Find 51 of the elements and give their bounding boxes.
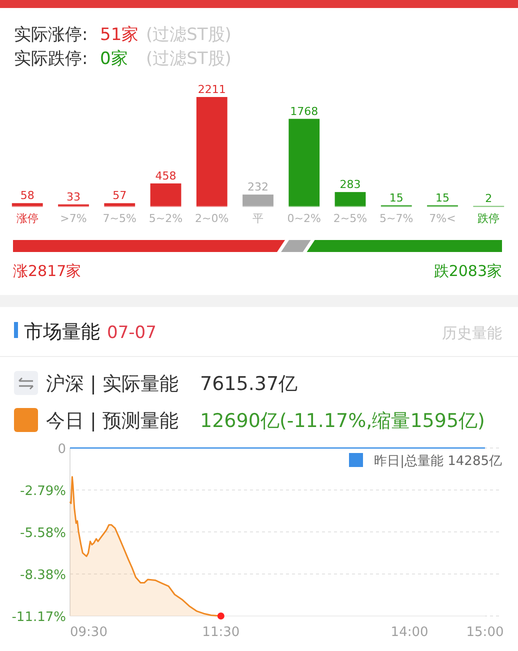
x-tick-label: 涨停 [16,212,38,225]
text: 7615.37亿 [200,373,298,395]
x-tick-label: 15:00 [466,625,504,640]
x-tick-label: 5~2% [148,212,183,225]
x-tick-label: 2~5% [333,212,368,225]
y-tick-label: -5.58% [20,526,66,541]
data-label: 58 [20,189,34,202]
y-tick-label: -8.38% [20,568,66,584]
chart-title: 市场量能 [24,321,100,343]
x-tick-label: 14:00 [390,625,428,640]
x-tick-label: 7%< [429,212,456,225]
x-tick-label: 11:30 [202,625,240,640]
data-label: 33 [66,190,80,204]
data-label: 15 [389,191,404,204]
text: 今日 | 预测量能 [46,410,178,432]
bar [104,203,136,206]
data-label: 57 [112,189,127,202]
data-label: 2 [485,192,492,205]
text: 沪深 | 实际量能 [46,373,178,395]
chart-subtitle: 07-07 [107,323,156,343]
x-tick-label: 跌停 [478,212,500,225]
bar [242,194,274,206]
text: 实际涨停: [14,25,88,45]
bar [12,203,43,206]
x-tick-label: >7% [60,212,87,225]
x-tick-label: 2~0% [195,212,229,225]
bar [288,118,320,206]
text: 跌2083家 [434,262,502,280]
data-label: 2211 [198,83,226,96]
y-tick-label: -11.17% [12,610,66,625]
text: 0家 [100,49,128,69]
bar [150,183,182,206]
bar [196,97,228,206]
data-label: 458 [155,169,176,182]
bar [334,192,366,206]
data-label: 1768 [290,104,318,118]
x-tick-label: 5~7% [380,212,414,225]
data-label: 15 [436,191,450,204]
text: 涨2817家 [13,262,82,280]
x-tick-label: 0~2% [287,212,321,225]
text: 实际跌停: [14,49,88,69]
text: 12690亿(-11.17%,缩量1595亿) [200,410,485,432]
data-label: 283 [340,178,361,192]
data-label: 232 [248,180,268,194]
x-tick-label: 7~5% [102,212,136,225]
x-tick-label: 平 [252,212,264,225]
legend-label: 昨日|总量能 14285亿 [374,454,502,469]
x-tick-label: 09:30 [70,625,108,640]
y-tick-label: -2.79% [20,484,66,499]
text: 51家 [100,25,139,45]
y-tick-label: 0 [58,442,66,457]
